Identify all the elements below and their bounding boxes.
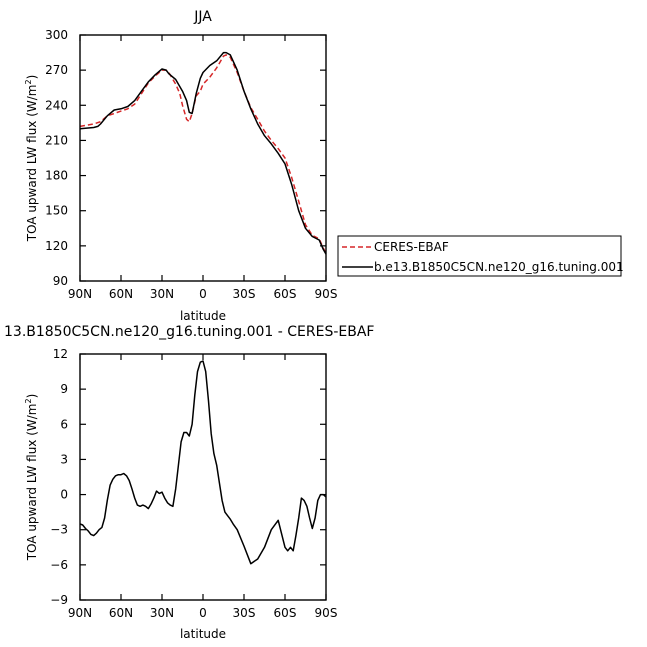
bot-series-line-0 xyxy=(79,360,327,565)
top-chart-xlabel: latitude xyxy=(180,309,226,323)
top-xtick-label: 60S xyxy=(274,287,297,301)
bottom-chart-xlabel: latitude xyxy=(180,627,226,641)
bot-xtick-label: 60S xyxy=(274,606,297,620)
top-chart-title: JJA xyxy=(193,9,212,25)
legend-label-model: b.e13.B1850C5CN.ne120_g16.tuning.001 xyxy=(374,260,624,274)
top-chart-axes: 90N 60N 30N 0 30S 60S 90S 90 120 150 180 210 240 270 3… xyxy=(45,28,337,301)
legend: CERES-EBAF b.e13.B1850C5CN.ne120_g16.tun… xyxy=(337,235,624,277)
top-xtick-label: 30S xyxy=(233,287,256,301)
top-ytick-label: 90 xyxy=(53,274,68,288)
top-ytick-label: 210 xyxy=(45,133,68,147)
top-chart-ylabel: TOA upward LW flux (W/m2) xyxy=(24,75,39,243)
top-chart-series xyxy=(79,51,327,255)
bot-xtick-label: 30S xyxy=(233,606,256,620)
top-ytick-label: 150 xyxy=(45,204,68,218)
legend-label-ceres-ebaf: CERES-EBAF xyxy=(374,240,449,254)
bot-ytick-label: 3 xyxy=(60,452,68,466)
bot-ytick-label: −6 xyxy=(50,558,68,572)
top-ytick-label: 240 xyxy=(45,98,68,112)
bot-xtick-label: 90S xyxy=(315,606,338,620)
bot-ytick-label: −9 xyxy=(50,593,68,607)
bot-xtick-label: 60N xyxy=(109,606,133,620)
bottom-chart-frame xyxy=(79,353,327,601)
top-ytick-label: 120 xyxy=(45,239,68,253)
top-chart-frame xyxy=(79,34,327,282)
top-xtick-label: 90S xyxy=(315,287,338,301)
bot-ytick-label: 6 xyxy=(60,417,68,431)
top-series-line-1 xyxy=(79,51,327,255)
top-xtick-label: 30N xyxy=(150,287,174,301)
bot-xtick-label: 0 xyxy=(199,606,207,620)
top-ytick-label: 180 xyxy=(45,169,68,183)
bot-ytick-label: 0 xyxy=(60,488,68,502)
bottom-chart-ylabel: TOA upward LW flux (W/m2) xyxy=(24,394,39,562)
top-xtick-label: 60N xyxy=(109,287,133,301)
legend-box xyxy=(337,235,622,277)
top-xtick-label: 90N xyxy=(68,287,92,301)
top-xtick-label: 0 xyxy=(199,287,207,301)
top-ytick-label: 270 xyxy=(45,63,68,77)
bottom-chart-axes: 90N 60N 30N 0 30S 60S 90S −9 −6 −3 0 3 6 9 12 xyxy=(50,347,337,620)
bottom-chart-title: 13.B1850C5CN.ne120_g16.tuning.001 - CERE… xyxy=(4,324,374,340)
bot-ytick-label: 9 xyxy=(60,382,68,396)
bot-ytick-label: −3 xyxy=(50,523,68,537)
bot-ytick-label: 12 xyxy=(53,347,68,361)
bottom-chart-series xyxy=(79,360,327,565)
bot-xtick-label: 30N xyxy=(150,606,174,620)
bot-xtick-label: 90N xyxy=(68,606,92,620)
top-series-line-0 xyxy=(79,54,327,254)
top-ytick-label: 300 xyxy=(45,28,68,42)
